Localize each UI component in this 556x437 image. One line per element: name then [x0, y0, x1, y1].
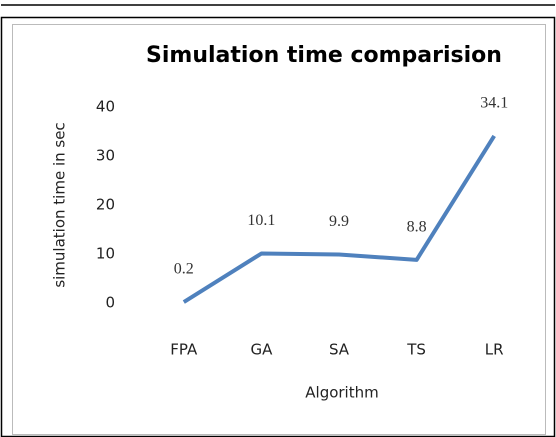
y-tick-label: 40: [96, 98, 115, 116]
data-label: 34.1: [480, 95, 508, 112]
data-label: 10.1: [247, 212, 275, 229]
y-axis-label: simulation time in sec: [51, 122, 69, 287]
x-tick-label: FPA: [170, 341, 198, 359]
data-label: 8.8: [407, 219, 427, 236]
chart-border: [12, 24, 546, 435]
y-tick-label: 30: [96, 147, 115, 165]
data-label: 9.9: [329, 213, 349, 230]
x-tick-label: GA: [250, 341, 273, 359]
x-axis-label: Algorithm: [305, 384, 378, 402]
x-tick-label: TS: [406, 341, 426, 359]
y-tick-label: 0: [105, 294, 115, 312]
y-tick-label: 20: [96, 196, 115, 214]
y-tick-label: 10: [96, 245, 115, 263]
data-line: [182, 134, 496, 304]
data-label: 0.2: [174, 261, 194, 278]
chart-title: Simulation time comparision: [146, 43, 502, 68]
x-tick-label: LR: [485, 341, 504, 359]
x-tick-label: SA: [329, 341, 350, 359]
